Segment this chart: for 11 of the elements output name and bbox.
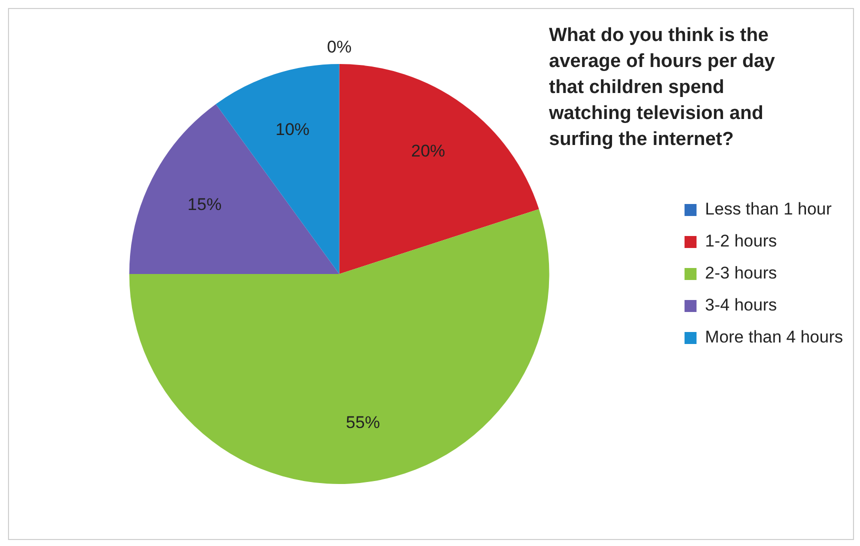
legend-label: More than 4 hours	[705, 328, 843, 347]
text: What do you think is the average of hours per day that children spend watching television and surfing the internet?	[549, 24, 776, 152]
legend-label: 2-3 hours	[705, 264, 777, 283]
legend-label: Less than 1 hour	[705, 200, 832, 219]
text: 0%	[326, 38, 352, 57]
legend-label: 1-2 hours	[705, 232, 777, 251]
data-label: 55%	[346, 413, 380, 432]
legend-label: 3-4 hours	[705, 296, 777, 315]
data-label: 20%	[411, 141, 446, 160]
data-label: 15%	[188, 195, 222, 214]
data-label: 10%	[276, 120, 310, 139]
